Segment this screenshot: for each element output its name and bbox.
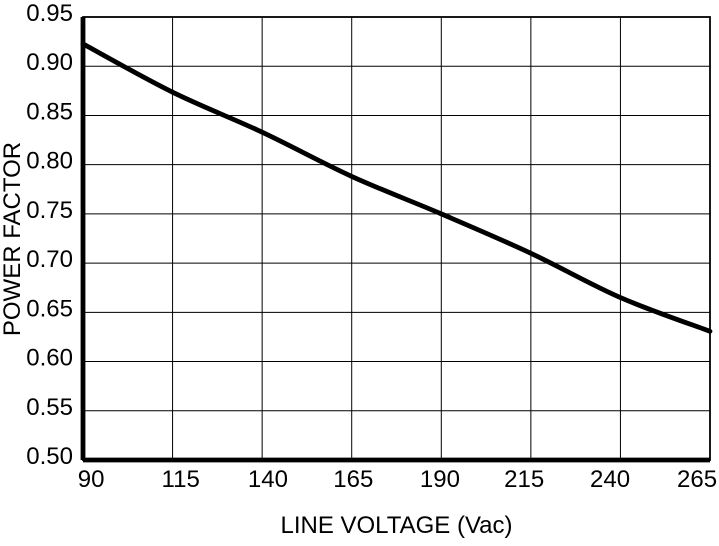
svg-text:265: 265 — [677, 466, 717, 493]
svg-text:240: 240 — [590, 466, 630, 493]
svg-text:140: 140 — [248, 466, 288, 493]
svg-text:215: 215 — [504, 466, 544, 493]
svg-text:0.70: 0.70 — [26, 246, 73, 273]
svg-text:190: 190 — [420, 466, 460, 493]
svg-text:0.75: 0.75 — [26, 197, 73, 224]
svg-text:165: 165 — [333, 466, 373, 493]
svg-text:0.50: 0.50 — [26, 443, 73, 470]
svg-text:0.95: 0.95 — [26, 0, 73, 27]
svg-text:115: 115 — [162, 466, 200, 493]
svg-text:POWER FACTOR: POWER FACTOR — [0, 142, 26, 336]
svg-text:0.65: 0.65 — [26, 295, 73, 322]
svg-text:0.90: 0.90 — [26, 49, 73, 76]
svg-text:LINE VOLTAGE (Vac): LINE VOLTAGE (Vac) — [280, 512, 512, 539]
svg-text:0.55: 0.55 — [26, 394, 73, 421]
svg-text:0.60: 0.60 — [26, 345, 73, 372]
svg-text:0.85: 0.85 — [26, 98, 73, 125]
svg-text:90: 90 — [78, 466, 105, 493]
svg-text:0.80: 0.80 — [26, 148, 73, 175]
